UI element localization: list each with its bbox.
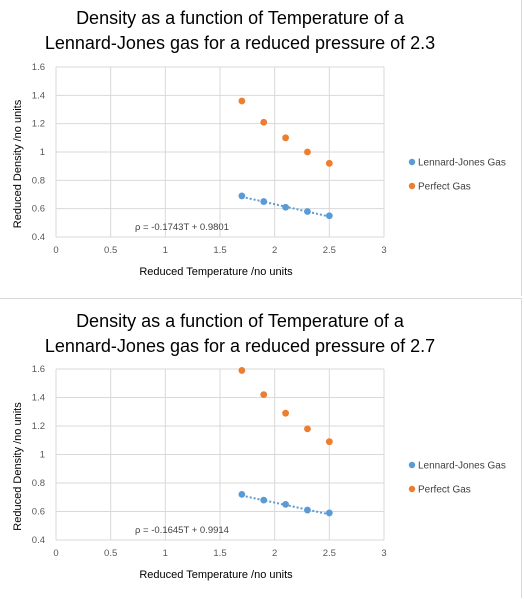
x-axis-title: Reduced Temperature /no units <box>139 569 293 581</box>
data-point <box>304 148 311 156</box>
x-axis-title: Reduced Temperature /no units <box>139 266 293 278</box>
data-point <box>260 118 268 126</box>
x-tick-label: 1 <box>163 245 168 256</box>
x-tick-label: 2.5 <box>323 548 336 559</box>
y-axis-title: Reduced Density /no units <box>12 99 24 228</box>
gridlines <box>55 368 385 541</box>
y-tick-label: 1.4 <box>32 90 45 101</box>
data-point <box>238 491 246 498</box>
y-tick-label: 1.6 <box>32 62 45 73</box>
data-point <box>325 159 333 167</box>
chart-title: Density as a function of Temperature of … <box>44 311 436 356</box>
trendline-equation: ρ = -0.1645T + 0.9914 <box>135 525 229 536</box>
y-axis-title: Reduced Density /no units <box>12 402 24 531</box>
legend-label: Lennard-Jones Gas <box>418 461 506 472</box>
legend-label: Perfect Gas <box>418 182 471 193</box>
data-point <box>282 134 289 142</box>
data-point <box>282 409 289 417</box>
data-point <box>304 506 311 514</box>
legend-marker <box>408 182 416 190</box>
x-tick-label: 1.5 <box>213 245 226 256</box>
data-point <box>260 391 268 399</box>
y-tick-label: 0.4 <box>32 232 45 243</box>
x-tick-label: 0 <box>53 548 58 559</box>
data-point <box>238 192 246 200</box>
legend-marker <box>408 461 416 469</box>
y-tick-label: 0.6 <box>32 204 45 215</box>
legend-label: Perfect Gas <box>418 485 471 496</box>
legend-marker <box>408 158 416 166</box>
data-point <box>238 367 246 374</box>
x-tick-label: 1.5 <box>213 548 226 559</box>
x-tick-label: 2 <box>272 548 277 559</box>
data-point <box>260 496 268 504</box>
legend-label: Lennard-Jones Gas <box>418 158 506 169</box>
series-perfect-gas <box>238 367 333 446</box>
x-tick-label: 3 <box>381 548 386 559</box>
y-tick-label: 1 <box>40 450 45 461</box>
series-lennard-jones <box>238 491 333 517</box>
y-tick-label: 1.2 <box>32 119 45 130</box>
chart-panel-pressure-2-7: Density as a function of Temperature of … <box>0 298 522 598</box>
y-tick-label: 0.8 <box>32 478 45 489</box>
trendline-equation: ρ = -0.1743T + 0.9801 <box>135 222 229 233</box>
y-tick-label: 1.6 <box>32 364 45 375</box>
tick-labels: 0 0.5 1 1.5 2 2.5 3 0.4 0.6 0.8 1 1.2 1.4 1.6 <box>32 62 387 256</box>
data-point <box>260 198 268 205</box>
legend: Lennard-Jones Gas Perfect Gas <box>408 158 506 193</box>
data-point <box>282 500 289 508</box>
y-tick-label: 1.4 <box>32 393 45 404</box>
legend-marker <box>408 485 416 493</box>
y-tick-label: 1.2 <box>32 421 45 432</box>
scatter-chart: 0 0.5 1 1.5 2 2.5 3 0.4 0.6 0.8 1 1.2 1.4 1.6 Reduced … <box>12 62 506 278</box>
legend: Lennard-Jones Gas Perfect Gas <box>408 461 506 496</box>
scatter-chart: 0 0.5 1 1.5 2 2.5 3 0.4 0.6 0.8 1 1.2 1.4 1.6 Reduced … <box>12 364 506 581</box>
chart-panel-pressure-2-3: Density as a function of Temperature of … <box>0 0 522 296</box>
y-tick-label: 0.8 <box>32 175 45 186</box>
y-tick-label: 0.6 <box>32 507 45 518</box>
tick-labels: 0 0.5 1 1.5 2 2.5 3 0.4 0.6 0.8 1 1.2 1.4 1.6 <box>32 364 387 559</box>
chart-title: Density as a function of Temperature of … <box>44 8 436 53</box>
x-tick-label: 2 <box>272 245 277 256</box>
data-point <box>304 425 311 433</box>
x-tick-label: 0.5 <box>104 245 117 256</box>
x-tick-label: 3 <box>381 245 386 256</box>
data-point <box>325 438 333 446</box>
y-tick-label: 1 <box>40 147 45 158</box>
x-tick-label: 0 <box>53 245 58 256</box>
x-tick-label: 2.5 <box>323 245 336 256</box>
gridlines <box>55 66 385 238</box>
series-lennard-jones <box>238 192 333 220</box>
data-point <box>282 203 289 211</box>
x-tick-label: 1 <box>163 548 168 559</box>
y-tick-label: 0.4 <box>32 535 45 546</box>
data-point <box>238 97 246 105</box>
data-point <box>325 212 333 220</box>
data-point <box>325 509 333 517</box>
x-tick-label: 0.5 <box>104 548 117 559</box>
data-point <box>304 208 311 215</box>
series-perfect-gas <box>238 97 333 167</box>
